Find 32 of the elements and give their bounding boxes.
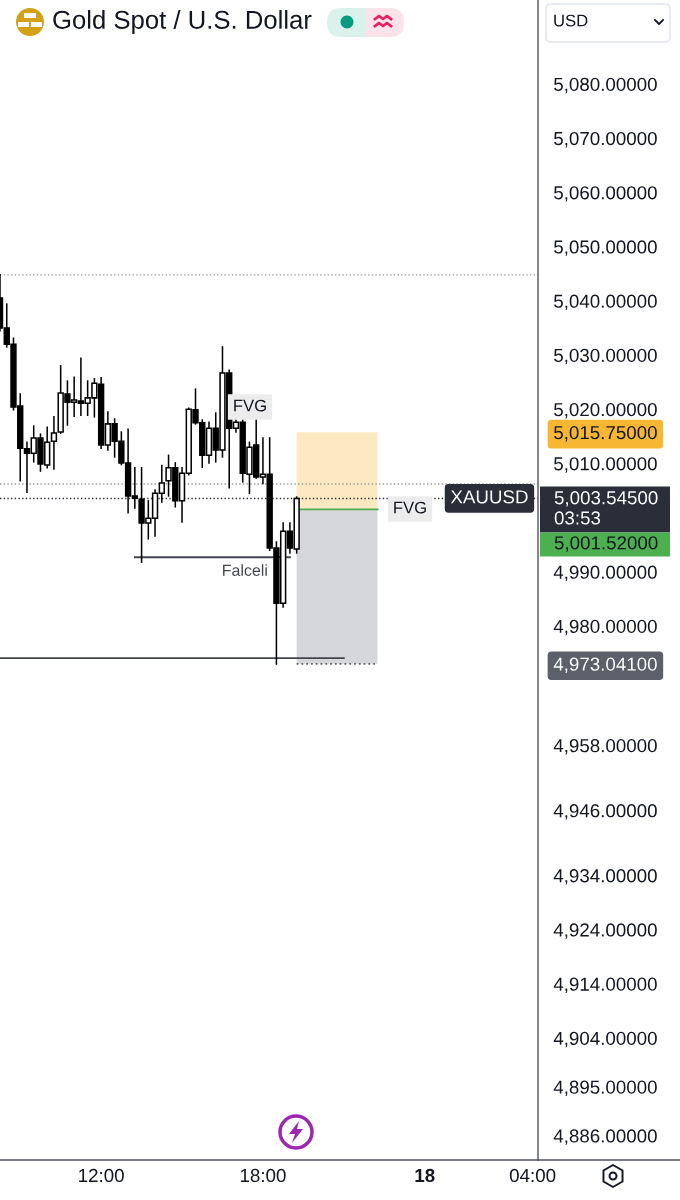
y-tick-label: 5,030.00000 — [554, 348, 657, 365]
x-tick-label: 04:00 — [509, 1168, 556, 1183]
annotation: FVG — [234, 399, 266, 412]
y-tick-label: 5,020.00000 — [554, 402, 657, 419]
y-tick-label: 5,040.00000 — [554, 294, 657, 311]
y-tick-label: 4,934.00000 — [553, 869, 657, 885]
y-tick-label: 5,080.00000 — [554, 77, 657, 94]
y-tick-label: 4,990.00000 — [553, 565, 657, 582]
y-tick-label: 5,060.00000 — [554, 186, 657, 202]
y-axis-title: USD — [554, 14, 588, 27]
annotation: FVG — [394, 501, 426, 514]
y-tick-label: 5,010.00000 — [554, 457, 657, 473]
y-tick-label: 4,886.00000 — [553, 1129, 657, 1145]
chart-title: Gold Spot / U.S. Dollar — [53, 10, 312, 34]
y-tick-label: 4,924.00000 — [553, 923, 657, 939]
y-tick-label: 4,973.04100 — [553, 657, 657, 673]
x-tick-label: 18:00 — [240, 1168, 286, 1183]
y-tick-label: 4,904.00000 — [553, 1031, 657, 1048]
ref-line-label: 5,003.54500 03:53 — [554, 491, 658, 525]
annotation: XAUUSD — [450, 490, 528, 504]
y-tick-label: 4,895.00000 — [553, 1080, 657, 1097]
y-tick-label: 4,958.00000 — [553, 739, 657, 755]
y-tick-label: 4,914.00000 — [553, 977, 657, 994]
y-tick-label: 5,050.00000 — [554, 240, 657, 256]
series-label: Falceli — [223, 564, 267, 576]
y-tick-label: 4,980.00000 — [553, 619, 657, 636]
y-tick-label: 4,946.00000 — [553, 804, 657, 820]
x-tick-label: 18 — [415, 1168, 435, 1183]
x-tick-label: 12:00 — [79, 1168, 124, 1183]
y-tick-label: 5,070.00000 — [554, 131, 657, 148]
y-tick-label: 5,015.75000 — [554, 425, 657, 442]
legend-label: 5,001.52000 — [554, 536, 658, 552]
